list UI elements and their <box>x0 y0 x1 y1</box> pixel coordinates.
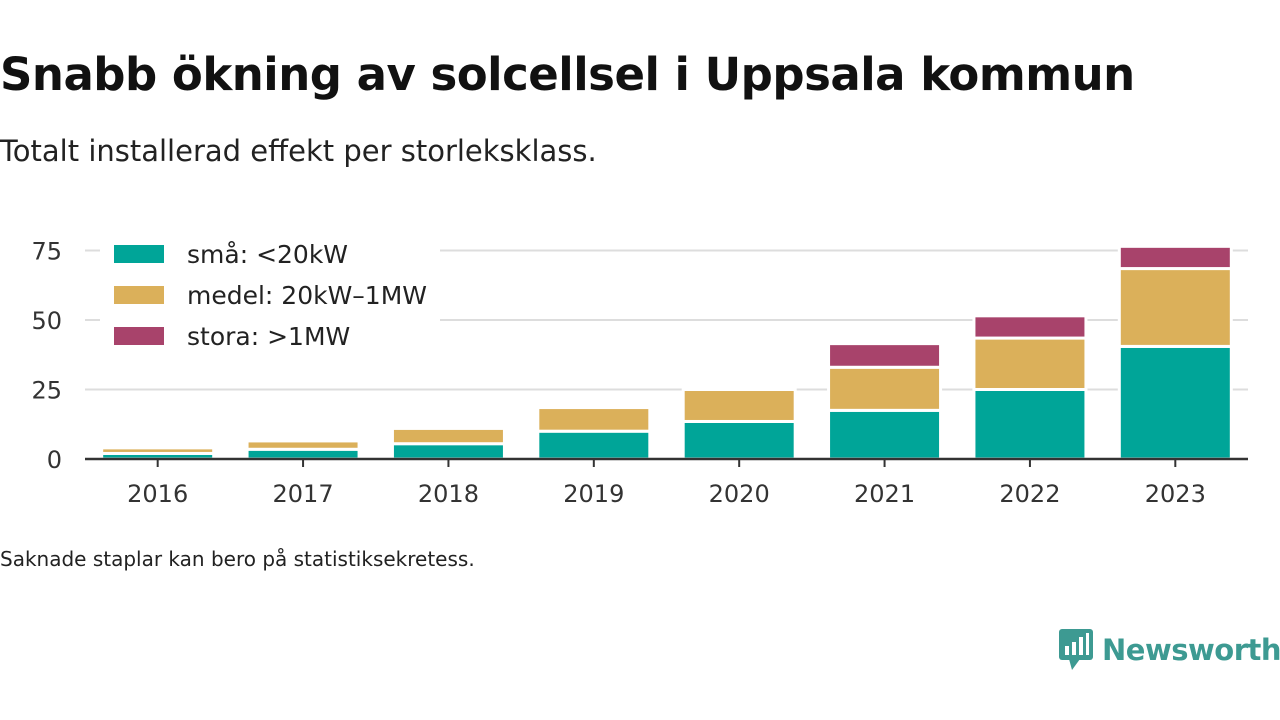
y-tick-label: 0 <box>47 446 62 474</box>
bar-segment <box>100 446 216 455</box>
bar-segment <box>972 388 1088 461</box>
legend: små: <20kW medel: 20kW–1MW stora: >1MW <box>100 236 440 356</box>
x-tick-label: 2020 <box>709 480 770 508</box>
x-tick-label: 2017 <box>273 480 334 508</box>
bar-segment <box>1117 267 1233 348</box>
y-tick-label: 50 <box>31 307 62 335</box>
legend-swatch <box>114 245 164 263</box>
bar-segment <box>245 439 361 451</box>
newsworthy-logo: Newsworthy <box>1058 628 1280 672</box>
y-tick-label: 25 <box>31 377 62 405</box>
legend-label: stora: >1MW <box>187 322 350 351</box>
y-tick-label: 75 <box>31 238 62 266</box>
bar-segment <box>972 314 1088 340</box>
bar-segment <box>390 442 506 461</box>
bar-segment <box>827 408 943 461</box>
axes: 0 25 50 75 2016 2017 2018 2019 2020 2021 2022 2023 <box>31 238 1248 508</box>
bar-segment <box>681 388 797 423</box>
chart-subtitle: Totalt installerad effekt per storlekskl… <box>0 134 597 168</box>
x-tick-label: 2018 <box>418 480 479 508</box>
x-tick-label: 2016 <box>127 480 188 508</box>
newsworthy-logo-icon <box>1059 629 1093 670</box>
bar-segment <box>972 336 1088 392</box>
legend-label: små: <20kW <box>187 240 348 269</box>
x-tick-label: 2022 <box>999 480 1060 508</box>
legend-swatch <box>114 286 164 304</box>
bars <box>100 244 1233 461</box>
x-tick-label: 2021 <box>854 480 915 508</box>
x-tick-label: 2023 <box>1145 480 1206 508</box>
brand-name: Newsworthy <box>1102 633 1280 667</box>
bar-segment <box>827 365 943 412</box>
bar-segment <box>681 419 797 461</box>
bar-segment <box>1117 244 1233 271</box>
bar-segment <box>536 429 652 461</box>
bar-segment <box>827 342 943 369</box>
bar-segment <box>1117 344 1233 461</box>
bar-segment <box>390 426 506 446</box>
footnote: Saknade staplar kan bero på statistiksek… <box>0 547 475 571</box>
chart-title: Snabb ökning av solcellsel i Uppsala kom… <box>0 48 1135 101</box>
legend-label: medel: 20kW–1MW <box>187 281 427 310</box>
x-tick-label: 2019 <box>563 480 624 508</box>
legend-swatch <box>114 327 164 345</box>
bar-segment <box>536 406 652 433</box>
